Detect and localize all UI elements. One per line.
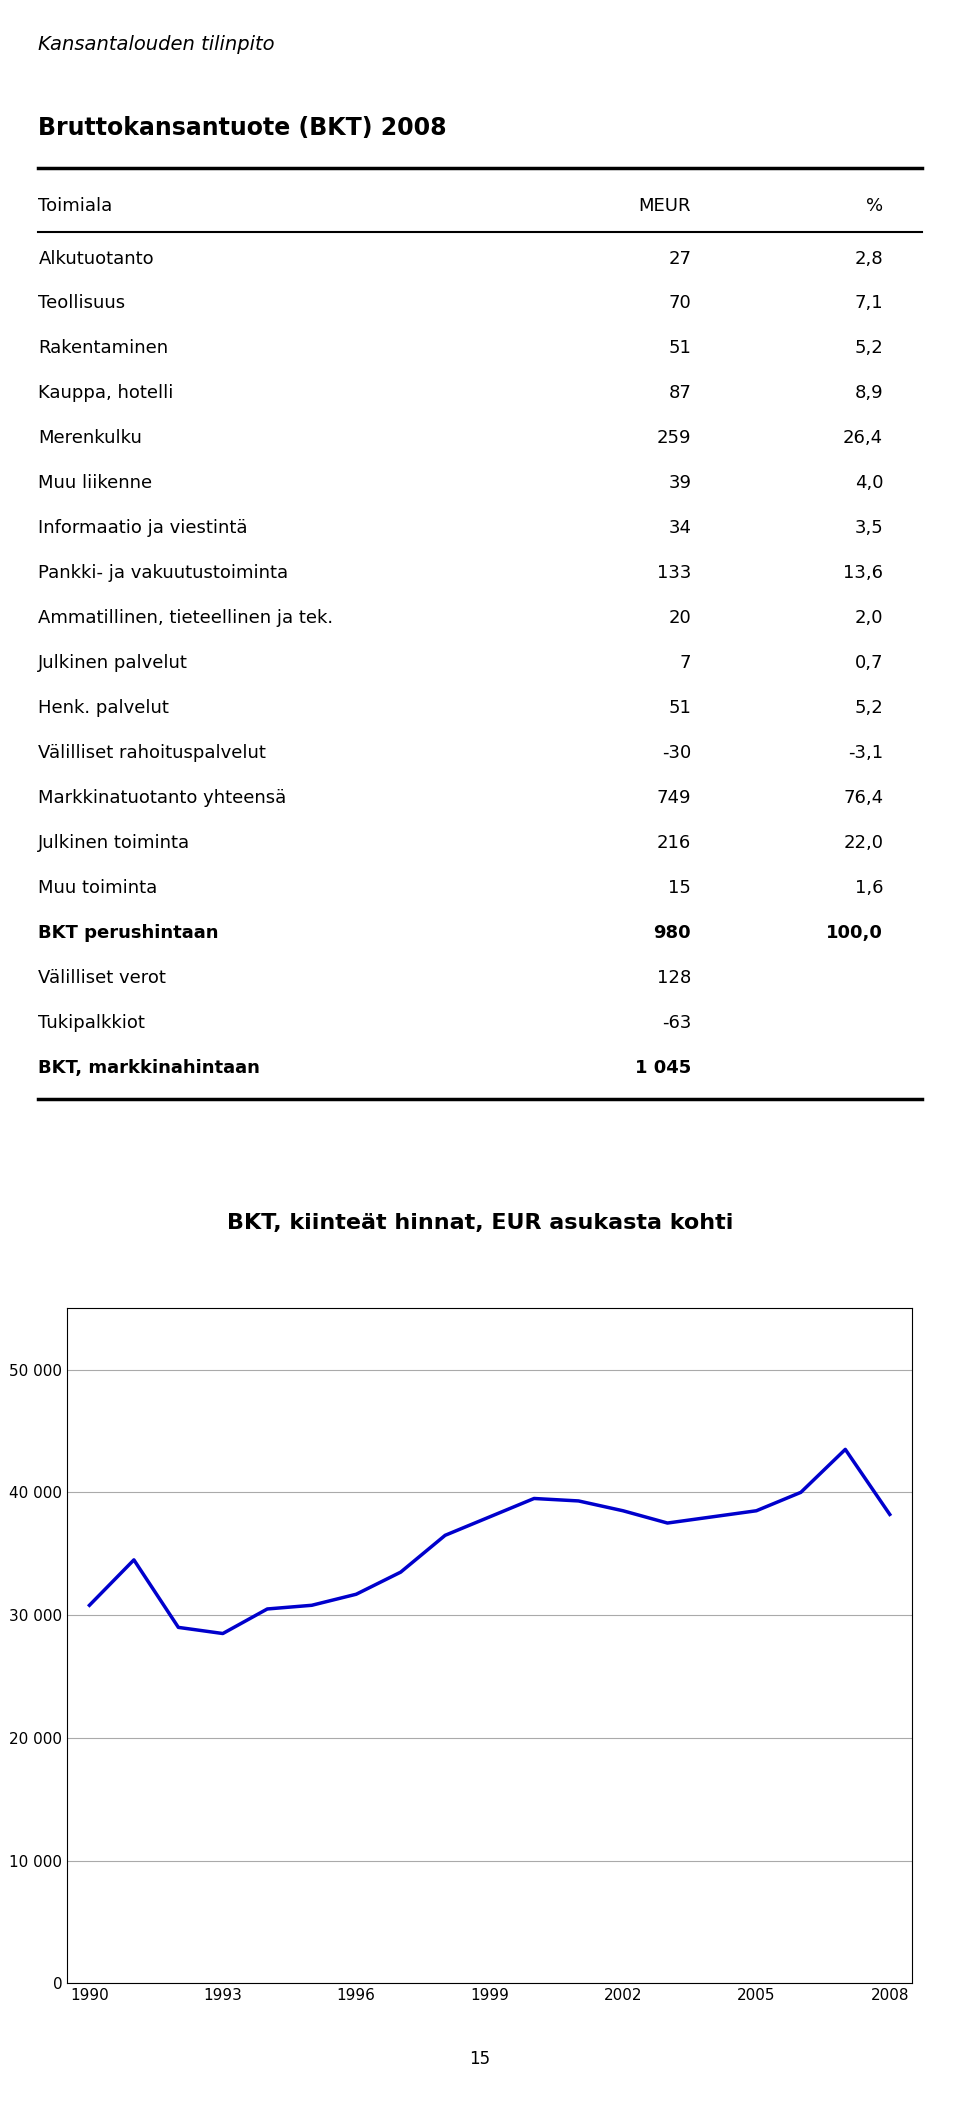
Text: 216: 216	[657, 833, 691, 852]
Text: -30: -30	[662, 745, 691, 762]
Text: 980: 980	[654, 924, 691, 941]
Text: Muu toiminta: Muu toiminta	[38, 880, 157, 897]
Text: BKT, markkinahintaan: BKT, markkinahintaan	[38, 1059, 260, 1076]
Text: Teollisuus: Teollisuus	[38, 295, 126, 312]
Text: 2,8: 2,8	[854, 249, 883, 268]
Text: Merenkulku: Merenkulku	[38, 430, 142, 447]
Text: Julkinen palvelut: Julkinen palvelut	[38, 654, 188, 673]
Text: -63: -63	[661, 1015, 691, 1032]
Text: BKT, kiinteät hinnat, EUR asukasta kohti: BKT, kiinteät hinnat, EUR asukasta kohti	[227, 1213, 733, 1232]
Text: 51: 51	[668, 340, 691, 357]
Text: 15: 15	[668, 880, 691, 897]
Text: 8,9: 8,9	[854, 384, 883, 403]
Text: Tukipalkkiot: Tukipalkkiot	[38, 1015, 145, 1032]
Text: 1 045: 1 045	[635, 1059, 691, 1076]
Text: 3,5: 3,5	[854, 519, 883, 538]
Text: Kansantalouden tilinpito: Kansantalouden tilinpito	[38, 34, 275, 55]
Text: Välilliset verot: Välilliset verot	[38, 968, 166, 987]
Text: 2,0: 2,0	[854, 610, 883, 627]
Text: Rakentaminen: Rakentaminen	[38, 340, 169, 357]
Text: 0,7: 0,7	[854, 654, 883, 673]
Text: Ammatillinen, tieteellinen ja tek.: Ammatillinen, tieteellinen ja tek.	[38, 610, 333, 627]
Text: 128: 128	[657, 968, 691, 987]
Text: Muu liikenne: Muu liikenne	[38, 475, 153, 492]
Text: 259: 259	[657, 430, 691, 447]
Text: 51: 51	[668, 698, 691, 717]
Text: MEUR: MEUR	[638, 198, 691, 215]
Text: Julkinen toiminta: Julkinen toiminta	[38, 833, 190, 852]
Text: 70: 70	[668, 295, 691, 312]
Text: 100,0: 100,0	[827, 924, 883, 941]
Text: 4,0: 4,0	[854, 475, 883, 492]
Text: Henk. palvelut: Henk. palvelut	[38, 698, 169, 717]
Text: 15: 15	[469, 2049, 491, 2068]
Text: 7: 7	[680, 654, 691, 673]
Text: -3,1: -3,1	[848, 745, 883, 762]
Y-axis label: Euro: Euro	[0, 1627, 2, 1665]
Text: 76,4: 76,4	[843, 789, 883, 808]
Text: 13,6: 13,6	[843, 563, 883, 582]
Text: Bruttokansantuote (BKT) 2008: Bruttokansantuote (BKT) 2008	[38, 116, 447, 139]
Text: BKT perushintaan: BKT perushintaan	[38, 924, 219, 941]
Text: 749: 749	[657, 789, 691, 808]
Text: 26,4: 26,4	[843, 430, 883, 447]
Text: 27: 27	[668, 249, 691, 268]
Text: Alkutuotanto: Alkutuotanto	[38, 249, 154, 268]
Text: 1,6: 1,6	[854, 880, 883, 897]
Text: Informaatio ja viestintä: Informaatio ja viestintä	[38, 519, 248, 538]
Text: %: %	[866, 198, 883, 215]
Text: 7,1: 7,1	[854, 295, 883, 312]
Text: Markkinatuotanto yhteensä: Markkinatuotanto yhteensä	[38, 789, 287, 808]
Text: 34: 34	[668, 519, 691, 538]
Text: 5,2: 5,2	[854, 340, 883, 357]
Text: 39: 39	[668, 475, 691, 492]
Text: Pankki- ja vakuutustoiminta: Pankki- ja vakuutustoiminta	[38, 563, 289, 582]
Text: Kauppa, hotelli: Kauppa, hotelli	[38, 384, 174, 403]
Text: 22,0: 22,0	[843, 833, 883, 852]
Text: Toimiala: Toimiala	[38, 198, 112, 215]
Text: Välilliset rahoituspalvelut: Välilliset rahoituspalvelut	[38, 745, 266, 762]
Text: 5,2: 5,2	[854, 698, 883, 717]
Text: 20: 20	[668, 610, 691, 627]
Text: 133: 133	[657, 563, 691, 582]
Text: 87: 87	[668, 384, 691, 403]
